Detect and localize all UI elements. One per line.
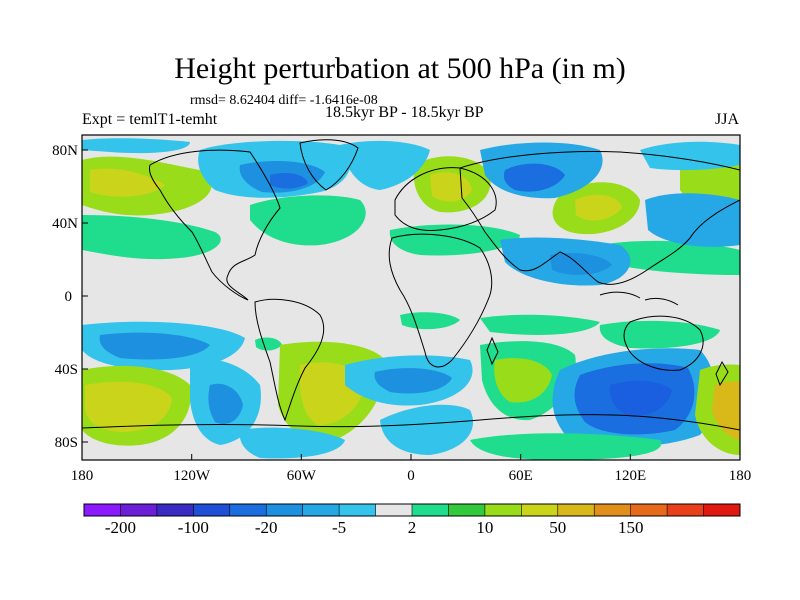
contour-blob (550, 253, 612, 275)
contour-blob (340, 140, 430, 190)
colorbar-swatch (521, 504, 559, 516)
lat-tick-label: 80S (55, 435, 78, 451)
experiment-label: Expt = temlT1-temht (82, 111, 218, 128)
lon-tick-label: 120W (173, 468, 211, 484)
colorbar-swatch (156, 504, 194, 516)
coastline-asia (459, 151, 740, 285)
coastline-antarctica (82, 414, 740, 431)
tick-marks (81, 149, 741, 460)
contour-blob (380, 404, 474, 455)
contour-blob (99, 332, 210, 360)
contour-blob (90, 168, 165, 197)
coastline-europe (394, 167, 497, 231)
colorbar-swatch (703, 504, 741, 516)
contour-blob (470, 433, 662, 460)
colorbar-label: -5 (332, 518, 346, 537)
colorbar-swatch (266, 504, 304, 516)
contour-blob (645, 193, 740, 247)
rmsd-stats: rmsd= 8.62404 diff= -1.6416e-08 (190, 93, 378, 108)
colorbar-swatch (484, 504, 522, 516)
lon-tick-label: 120E (614, 468, 646, 484)
colorbar-swatch (448, 504, 486, 516)
coastline-north-america (149, 149, 281, 301)
contour-blob (270, 172, 308, 189)
coastline-south-america (254, 298, 325, 422)
colorbar-label: 150 (618, 518, 644, 537)
colorbar-swatch (412, 504, 449, 516)
colorbar-swatch (84, 504, 121, 516)
coastlines (82, 139, 740, 431)
coastline-new-zealand (715, 360, 729, 387)
coastline-indonesia (599, 291, 679, 306)
coastline-africa (388, 233, 493, 368)
colorbar-label: -100 (178, 518, 209, 537)
colorbar-swatch (630, 504, 668, 516)
lat-tick-label: 40S (55, 362, 78, 378)
contour-blob (400, 312, 460, 330)
lon-tick-label: 60W (287, 468, 317, 484)
contour-blob (480, 314, 600, 335)
contour-blob (255, 337, 282, 351)
lat-tick-label: 80N (52, 143, 78, 159)
lat-tick-label: 0 (65, 289, 73, 305)
contour-blob (599, 320, 720, 349)
lon-tick-label: 60E (509, 468, 533, 484)
contour-blob (374, 368, 452, 394)
lon-tick-label: 180 (729, 468, 752, 484)
colorbar-label: 2 (408, 518, 417, 537)
colorbar-swatch (339, 504, 377, 516)
colorbar-swatch (302, 504, 340, 516)
contour-blob (208, 383, 243, 425)
colorbar-label: -20 (255, 518, 278, 537)
contour-field (82, 135, 740, 460)
contour-blob (503, 163, 565, 192)
contour-blob (82, 138, 190, 154)
colorbar-swatch (375, 504, 413, 516)
season-label: JJA (715, 111, 740, 128)
colorbar-swatch (229, 504, 267, 516)
coastline-greenland (299, 139, 359, 191)
period-label: 18.5kyr BP - 18.5kyr BP (325, 104, 484, 121)
contour-blob (494, 358, 552, 403)
coastline-madagascar (486, 336, 499, 366)
colorbar-swatch (120, 504, 158, 516)
contour-blob (640, 141, 740, 171)
contour-blob (575, 194, 622, 221)
lon-tick-label: 0 (407, 468, 415, 484)
contour-blob (239, 427, 345, 459)
colorbar-label: -200 (105, 518, 136, 537)
contour-blob (250, 195, 366, 246)
colorbar-label: 10 (476, 518, 493, 537)
colorbar-swatch (594, 504, 632, 516)
contour-blob (600, 240, 740, 275)
colorbar-label: 50 (549, 518, 566, 537)
plot-title: Height perturbation at 500 hPa (in m) (174, 52, 626, 85)
colorbar-swatch (193, 504, 231, 516)
contour-blob (85, 381, 172, 432)
lon-tick-label: 180 (71, 468, 94, 484)
colorbar-swatch (557, 504, 595, 516)
contour-blob (389, 224, 520, 256)
lat-tick-label: 40N (52, 216, 78, 232)
contour-blob (712, 381, 740, 440)
colorbar-frame (83, 503, 741, 517)
contour-blob (609, 380, 672, 417)
colorbar (84, 504, 741, 516)
coastline-australia (623, 315, 704, 371)
colorbar-swatch (667, 504, 705, 516)
